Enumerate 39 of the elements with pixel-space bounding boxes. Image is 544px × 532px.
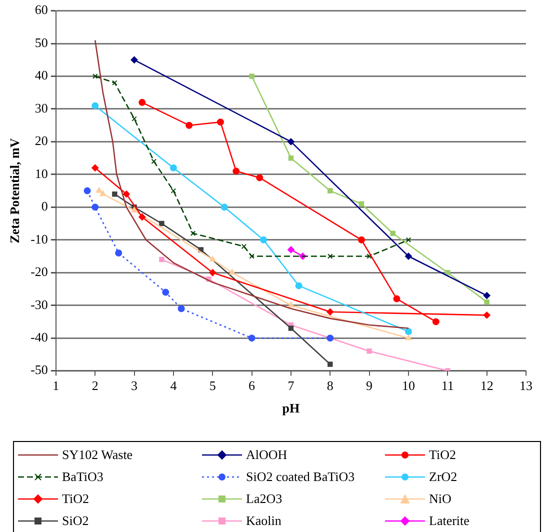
legend-label: ZrO2 xyxy=(429,469,458,485)
x-tick-label: 7 xyxy=(288,378,295,394)
x-tick-label: 5 xyxy=(209,378,216,394)
y-tick-label: -10 xyxy=(30,231,48,246)
legend-label: TiO2 xyxy=(62,491,89,507)
x-tick-label: 2 xyxy=(92,378,98,394)
y-tick-label: 0 xyxy=(41,198,48,214)
y-tick-label: 30 xyxy=(34,100,48,116)
legend-label: NiO xyxy=(429,491,452,507)
legend-label: BaTiO3 xyxy=(62,469,104,485)
y-tick-label: 10 xyxy=(34,166,48,181)
y-tick-label: -50 xyxy=(30,362,48,378)
x-tick-label: 1 xyxy=(52,378,60,394)
legend-label: Kaolin xyxy=(246,513,282,529)
x-tick-label: 13 xyxy=(520,378,532,394)
y-tick-label: 50 xyxy=(34,34,48,50)
x-tick-label: 12 xyxy=(480,378,494,394)
y-tick-label: -40 xyxy=(30,329,48,344)
x-tick-label: 9 xyxy=(366,378,373,394)
x-tick-label: 11 xyxy=(441,378,454,394)
y-tick-label: 20 xyxy=(34,133,48,148)
legend-label: AlOOH xyxy=(246,447,288,463)
legend-label: SiO2 coated BaTiO3 xyxy=(246,469,355,485)
x-tick-label: 10 xyxy=(402,378,415,394)
legend-label: SiO2 xyxy=(62,513,89,529)
x-tick-label: 6 xyxy=(248,378,256,394)
x-axis-title: pH xyxy=(282,400,300,416)
legend-label: SY102 Waste xyxy=(62,447,133,463)
y-tick-label: -30 xyxy=(30,296,48,312)
y-axis-title: Zeta Potential, mV xyxy=(7,138,22,244)
y-tick-label: 40 xyxy=(34,68,48,83)
x-tick-label: 3 xyxy=(131,378,138,394)
legend-label: TiO2 xyxy=(429,447,456,463)
y-tick-label: -20 xyxy=(30,264,48,280)
x-tick-label: 4 xyxy=(170,378,178,394)
legend-label: Laterite xyxy=(429,513,470,529)
x-tick-label: 8 xyxy=(326,378,334,394)
legend-label: La2O3 xyxy=(246,491,282,507)
y-tick-label: 60 xyxy=(34,2,48,18)
